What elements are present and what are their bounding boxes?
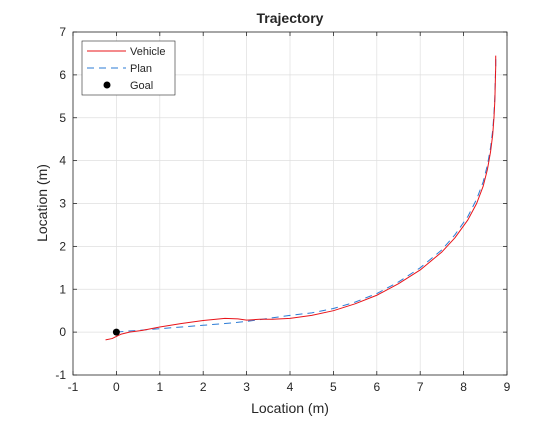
y-tick-label: -1 [55,368,66,382]
vehicle-series-line [105,55,497,341]
x-tick-label: 8 [460,380,467,394]
legend-box [81,40,176,96]
y-tick-label: 3 [59,197,66,211]
x-tick-label: 5 [330,380,337,394]
chart-title: Trajectory [257,10,324,26]
y-tick-label: 7 [59,25,66,39]
x-tick-label: 0 [113,380,120,394]
y-tick-label: 5 [59,111,66,125]
x-tick-label: 6 [373,380,380,394]
y-tick-label: 0 [59,325,66,339]
x-tick-label: 4 [287,380,294,394]
x-tick-label: 1 [156,380,163,394]
y-tick-label: 1 [59,282,66,296]
x-tick-label: 3 [243,380,250,394]
series-layer [105,55,497,341]
axis-ticks: -1 0 1 2 3 4 5 6 7 8 9 -1 0 1 2 3 4 5 6 7 [55,25,510,394]
y-tick-label: 6 [59,68,66,82]
y-tick-label: 4 [59,154,66,168]
goal-marker [112,328,120,336]
y-axis-label: Location (m) [34,164,50,242]
x-axis-label: Location (m) [251,400,329,416]
legend: Vehicle Plan Goal [81,40,176,96]
legend-goal-swatch [103,81,111,89]
x-tick-label: 7 [417,380,424,394]
legend-vehicle-label: Vehicle [130,46,165,58]
legend-plan-label: Plan [130,63,152,75]
legend-goal-label: Goal [130,80,153,92]
x-tick-label: 2 [200,380,207,394]
y-tick-label: 2 [59,239,66,253]
x-tick-label: 9 [504,380,511,394]
x-tick-label: -1 [68,380,79,394]
